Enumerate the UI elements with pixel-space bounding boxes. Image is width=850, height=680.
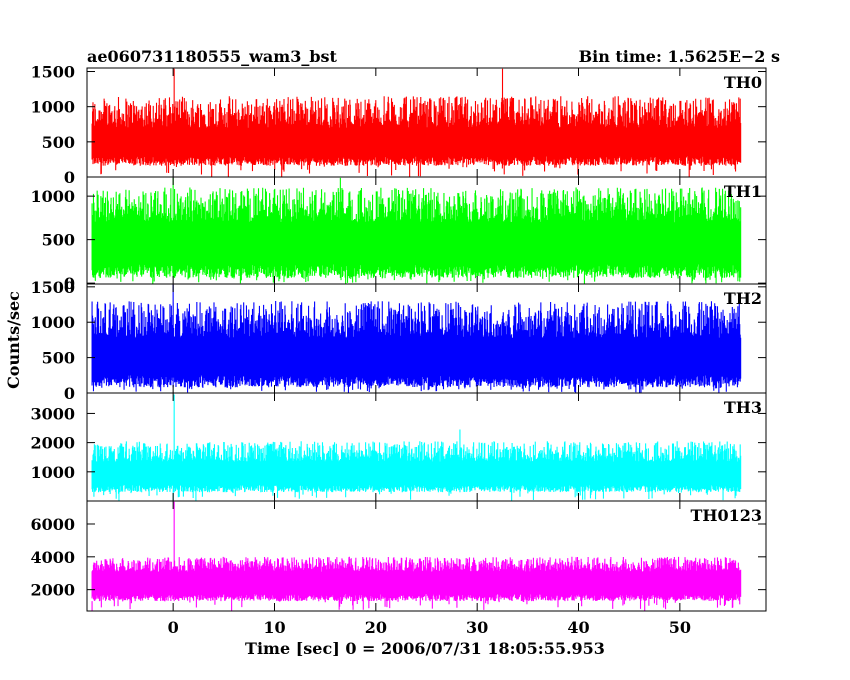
y-tick-label: 2000 xyxy=(30,434,75,453)
series-trace-th0123 xyxy=(91,501,742,611)
y-tick-label: 2000 xyxy=(30,581,75,600)
x-tick-label: 40 xyxy=(567,618,589,637)
y-tick-label: 4000 xyxy=(30,548,75,567)
x-tick-label: 10 xyxy=(263,618,285,637)
panel-label: TH0123 xyxy=(690,506,762,525)
y-tick-label: 0 xyxy=(64,274,75,293)
y-axis-label: Counts/sec xyxy=(4,291,23,389)
series-trace-th0 xyxy=(91,68,742,177)
y-tick-label: 6000 xyxy=(30,515,75,534)
panel-label: TH3 xyxy=(724,398,762,417)
y-tick-label: 1500 xyxy=(30,63,75,82)
x-tick-label: 20 xyxy=(365,618,387,637)
x-axis-label: Time [sec] 0 = 2006/07/31 18:05:55.953 xyxy=(245,639,605,658)
x-tick-label: 30 xyxy=(466,618,488,637)
y-tick-label: 500 xyxy=(42,349,75,368)
x-tick-label: 50 xyxy=(669,618,691,637)
y-tick-label: 1000 xyxy=(30,313,75,332)
x-tick-label: 0 xyxy=(168,618,179,637)
series-trace-th3 xyxy=(91,394,742,501)
panel-th2: 0 500 1000 1500 TH2 xyxy=(30,278,767,403)
bin-time-label: Bin time: 1.5625E−2 s xyxy=(579,47,780,66)
y-tick-label: 0 xyxy=(64,168,75,187)
y-tick-label: 1000 xyxy=(30,463,75,482)
y-tick-label: 0 xyxy=(64,384,75,403)
y-tick-label: 1500 xyxy=(30,278,75,297)
panel-th0: 0 500 1000 1500 TH0 xyxy=(30,63,767,187)
chart-title: ae060731180555_wam3_bst xyxy=(87,47,338,66)
panel-label: TH0 xyxy=(724,73,762,92)
panel-th3: 1000 2000 3000 TH3 xyxy=(30,392,767,502)
series-trace-th2 xyxy=(91,284,742,393)
panel-th0123: 2000 4000 6000 TH0123 xyxy=(30,500,767,612)
panel-label: TH2 xyxy=(724,289,762,308)
y-tick-label: 1000 xyxy=(30,187,75,206)
y-tick-label: 500 xyxy=(42,133,75,152)
y-tick-label: 500 xyxy=(42,231,75,250)
series-trace-th1 xyxy=(91,177,742,284)
panel-frame xyxy=(86,500,767,612)
y-tick-label: 3000 xyxy=(30,404,75,423)
panel-th1: 0 500 1000 TH1 xyxy=(30,176,767,293)
panel-label: TH1 xyxy=(724,182,762,201)
y-tick-label: 1000 xyxy=(30,98,75,117)
